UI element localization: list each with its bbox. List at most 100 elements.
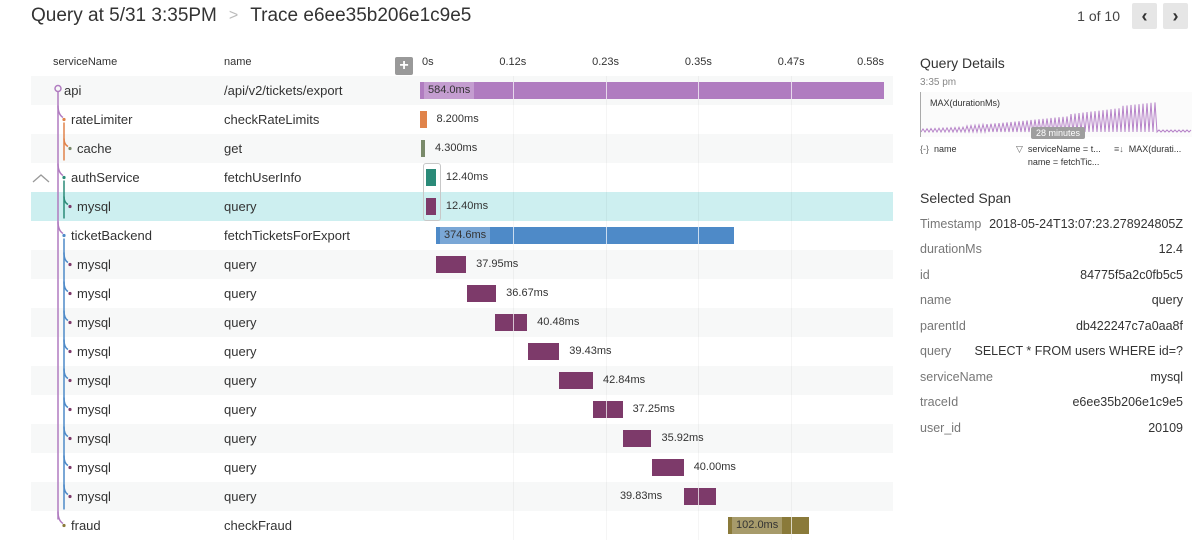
- bar-gridline: [791, 517, 793, 534]
- span-bar[interactable]: [467, 285, 497, 302]
- group-by-value: name: [934, 144, 957, 154]
- span-service-name: rateLimiter: [71, 112, 133, 127]
- span-field-value: SELECT * FROM users WHERE id=?: [974, 344, 1183, 359]
- span-row[interactable]: rateLimiter checkRateLimits 8.200ms: [31, 105, 893, 134]
- next-trace-button[interactable]: ›: [1163, 3, 1188, 29]
- span-duration-label: 35.92ms: [661, 432, 704, 444]
- gridline: [605, 279, 607, 308]
- span-name: query: [224, 199, 257, 214]
- span-row[interactable]: authService fetchUserInfo 12.40ms: [31, 163, 893, 192]
- span-row[interactable]: mysql query 40.48ms: [31, 308, 893, 337]
- span-name: query: [224, 286, 257, 301]
- span-name: query: [224, 431, 257, 446]
- tick-label: 0.47s: [777, 56, 805, 68]
- gridline: [698, 192, 700, 221]
- span-service-name: mysql: [77, 431, 111, 446]
- span-row[interactable]: mysql query 39.43ms: [31, 337, 893, 366]
- span-field-value: e6ee35b206e1c9e5: [1072, 395, 1183, 410]
- gridline: [512, 279, 514, 308]
- span-bar[interactable]: [527, 343, 560, 360]
- span-field-value: db422247c7a0aa8f: [1075, 318, 1183, 333]
- span-name: checkFraud: [224, 518, 292, 533]
- span-field: query SELECT * FROM users WHERE id=?: [920, 339, 1183, 365]
- collapse-icon[interactable]: [32, 172, 50, 184]
- gridline: [605, 163, 607, 192]
- span-field: id 84775f5a2c0fb5c5: [920, 262, 1183, 288]
- gridline: [698, 424, 700, 453]
- column-header-service[interactable]: serviceName: [53, 56, 118, 68]
- span-field-key: serviceName: [920, 369, 993, 384]
- sparkline-chart: [921, 102, 1192, 134]
- span-bar[interactable]: [495, 314, 528, 331]
- sort-order[interactable]: ≡↓ MAX(durati...: [1114, 144, 1181, 167]
- gridline: [512, 134, 514, 163]
- bar-gridline: [791, 82, 793, 99]
- span-bar[interactable]: [592, 401, 623, 418]
- gridline: [512, 250, 514, 279]
- gridline: [512, 511, 514, 540]
- span-bar[interactable]: [435, 227, 734, 244]
- sparkline-label: MAX(durationMs): [930, 98, 1001, 108]
- gridline: [791, 395, 793, 424]
- chevron-right-icon: ›: [1172, 5, 1179, 26]
- span-field: serviceName mysql: [920, 364, 1183, 390]
- span-service-name: mysql: [77, 344, 111, 359]
- span-field: traceId e6ee35b206e1c9e5: [920, 390, 1183, 416]
- span-row[interactable]: mysql query 35.92ms: [31, 424, 893, 453]
- sparkline-tooltip: 28 minutes: [1031, 127, 1086, 139]
- prev-trace-button[interactable]: ‹: [1132, 3, 1157, 29]
- span-field-value: 12.4: [1158, 242, 1183, 257]
- group-by[interactable]: {-} name: [920, 144, 1016, 167]
- column-header-name[interactable]: name: [224, 56, 252, 68]
- span-field: user_id 20109: [920, 415, 1183, 441]
- span-row[interactable]: mysql query 12.40ms: [31, 192, 893, 221]
- breadcrumb-query-link[interactable]: Query at 5/31 3:35PM: [31, 5, 217, 26]
- span-service-name: mysql: [77, 257, 111, 272]
- filters[interactable]: ▽ serviceName = t... name = fetchTic...: [1016, 144, 1114, 167]
- gridline: [605, 453, 607, 482]
- trace-pager: 1 of 10 ‹ ›: [1077, 3, 1188, 29]
- sparkline-series: [921, 102, 1192, 134]
- span-bar[interactable]: [651, 459, 684, 476]
- span-bar[interactable]: [728, 517, 810, 534]
- span-row[interactable]: mysql query 42.84ms: [31, 366, 893, 395]
- gridline: [605, 482, 607, 511]
- sort-value: MAX(durati...: [1128, 144, 1182, 154]
- span-bar[interactable]: [622, 430, 652, 447]
- duration-sparkline[interactable]: MAX(durationMs) 28 minutes: [920, 92, 1192, 139]
- span-duration-label: 40.00ms: [693, 461, 736, 473]
- selected-span-highlight: [423, 163, 441, 221]
- span-row[interactable]: mysql query 39.83ms: [31, 482, 893, 511]
- span-name: query: [224, 402, 257, 417]
- gridline: [512, 163, 514, 192]
- span-bar[interactable]: [683, 488, 716, 505]
- gridline: [605, 105, 607, 134]
- span-row[interactable]: mysql query 36.67ms: [31, 279, 893, 308]
- span-bar[interactable]: [426, 169, 436, 186]
- span-row[interactable]: fraud checkFraud 102.0ms: [31, 511, 893, 540]
- pager-count: 1 of 10: [1077, 8, 1120, 24]
- gridline: [698, 163, 700, 192]
- span-bar[interactable]: [435, 256, 467, 273]
- gridline: [698, 134, 700, 163]
- span-row[interactable]: mysql query 40.00ms: [31, 453, 893, 482]
- span-service-name: api: [64, 83, 82, 98]
- span-bar[interactable]: [420, 111, 427, 128]
- gridline: [791, 221, 793, 250]
- span-field-key: id: [920, 267, 930, 282]
- gridline: [512, 366, 514, 395]
- span-field: Timestamp 2018-05-24T13:07:23.278924805Z: [920, 211, 1183, 237]
- span-row[interactable]: mysql query 37.25ms: [31, 395, 893, 424]
- expand-all-button[interactable]: +: [395, 57, 413, 75]
- span-bar[interactable]: [558, 372, 593, 389]
- span-row[interactable]: ticketBackend fetchTicketsForExport 374.6m…: [31, 221, 893, 250]
- span-field-key: parentId: [920, 318, 966, 333]
- span-bar[interactable]: [421, 140, 426, 157]
- span-row[interactable]: mysql query 37.95ms: [31, 250, 893, 279]
- span-bar[interactable]: [420, 82, 884, 99]
- chevron-left-icon: ‹: [1141, 5, 1148, 26]
- span-bar[interactable]: [426, 198, 436, 215]
- span-row[interactable]: cache get 4.300ms: [31, 134, 893, 163]
- span-service-name: authService: [71, 170, 140, 185]
- span-row[interactable]: api/api/v2/tickets/export 584.0ms: [31, 76, 893, 105]
